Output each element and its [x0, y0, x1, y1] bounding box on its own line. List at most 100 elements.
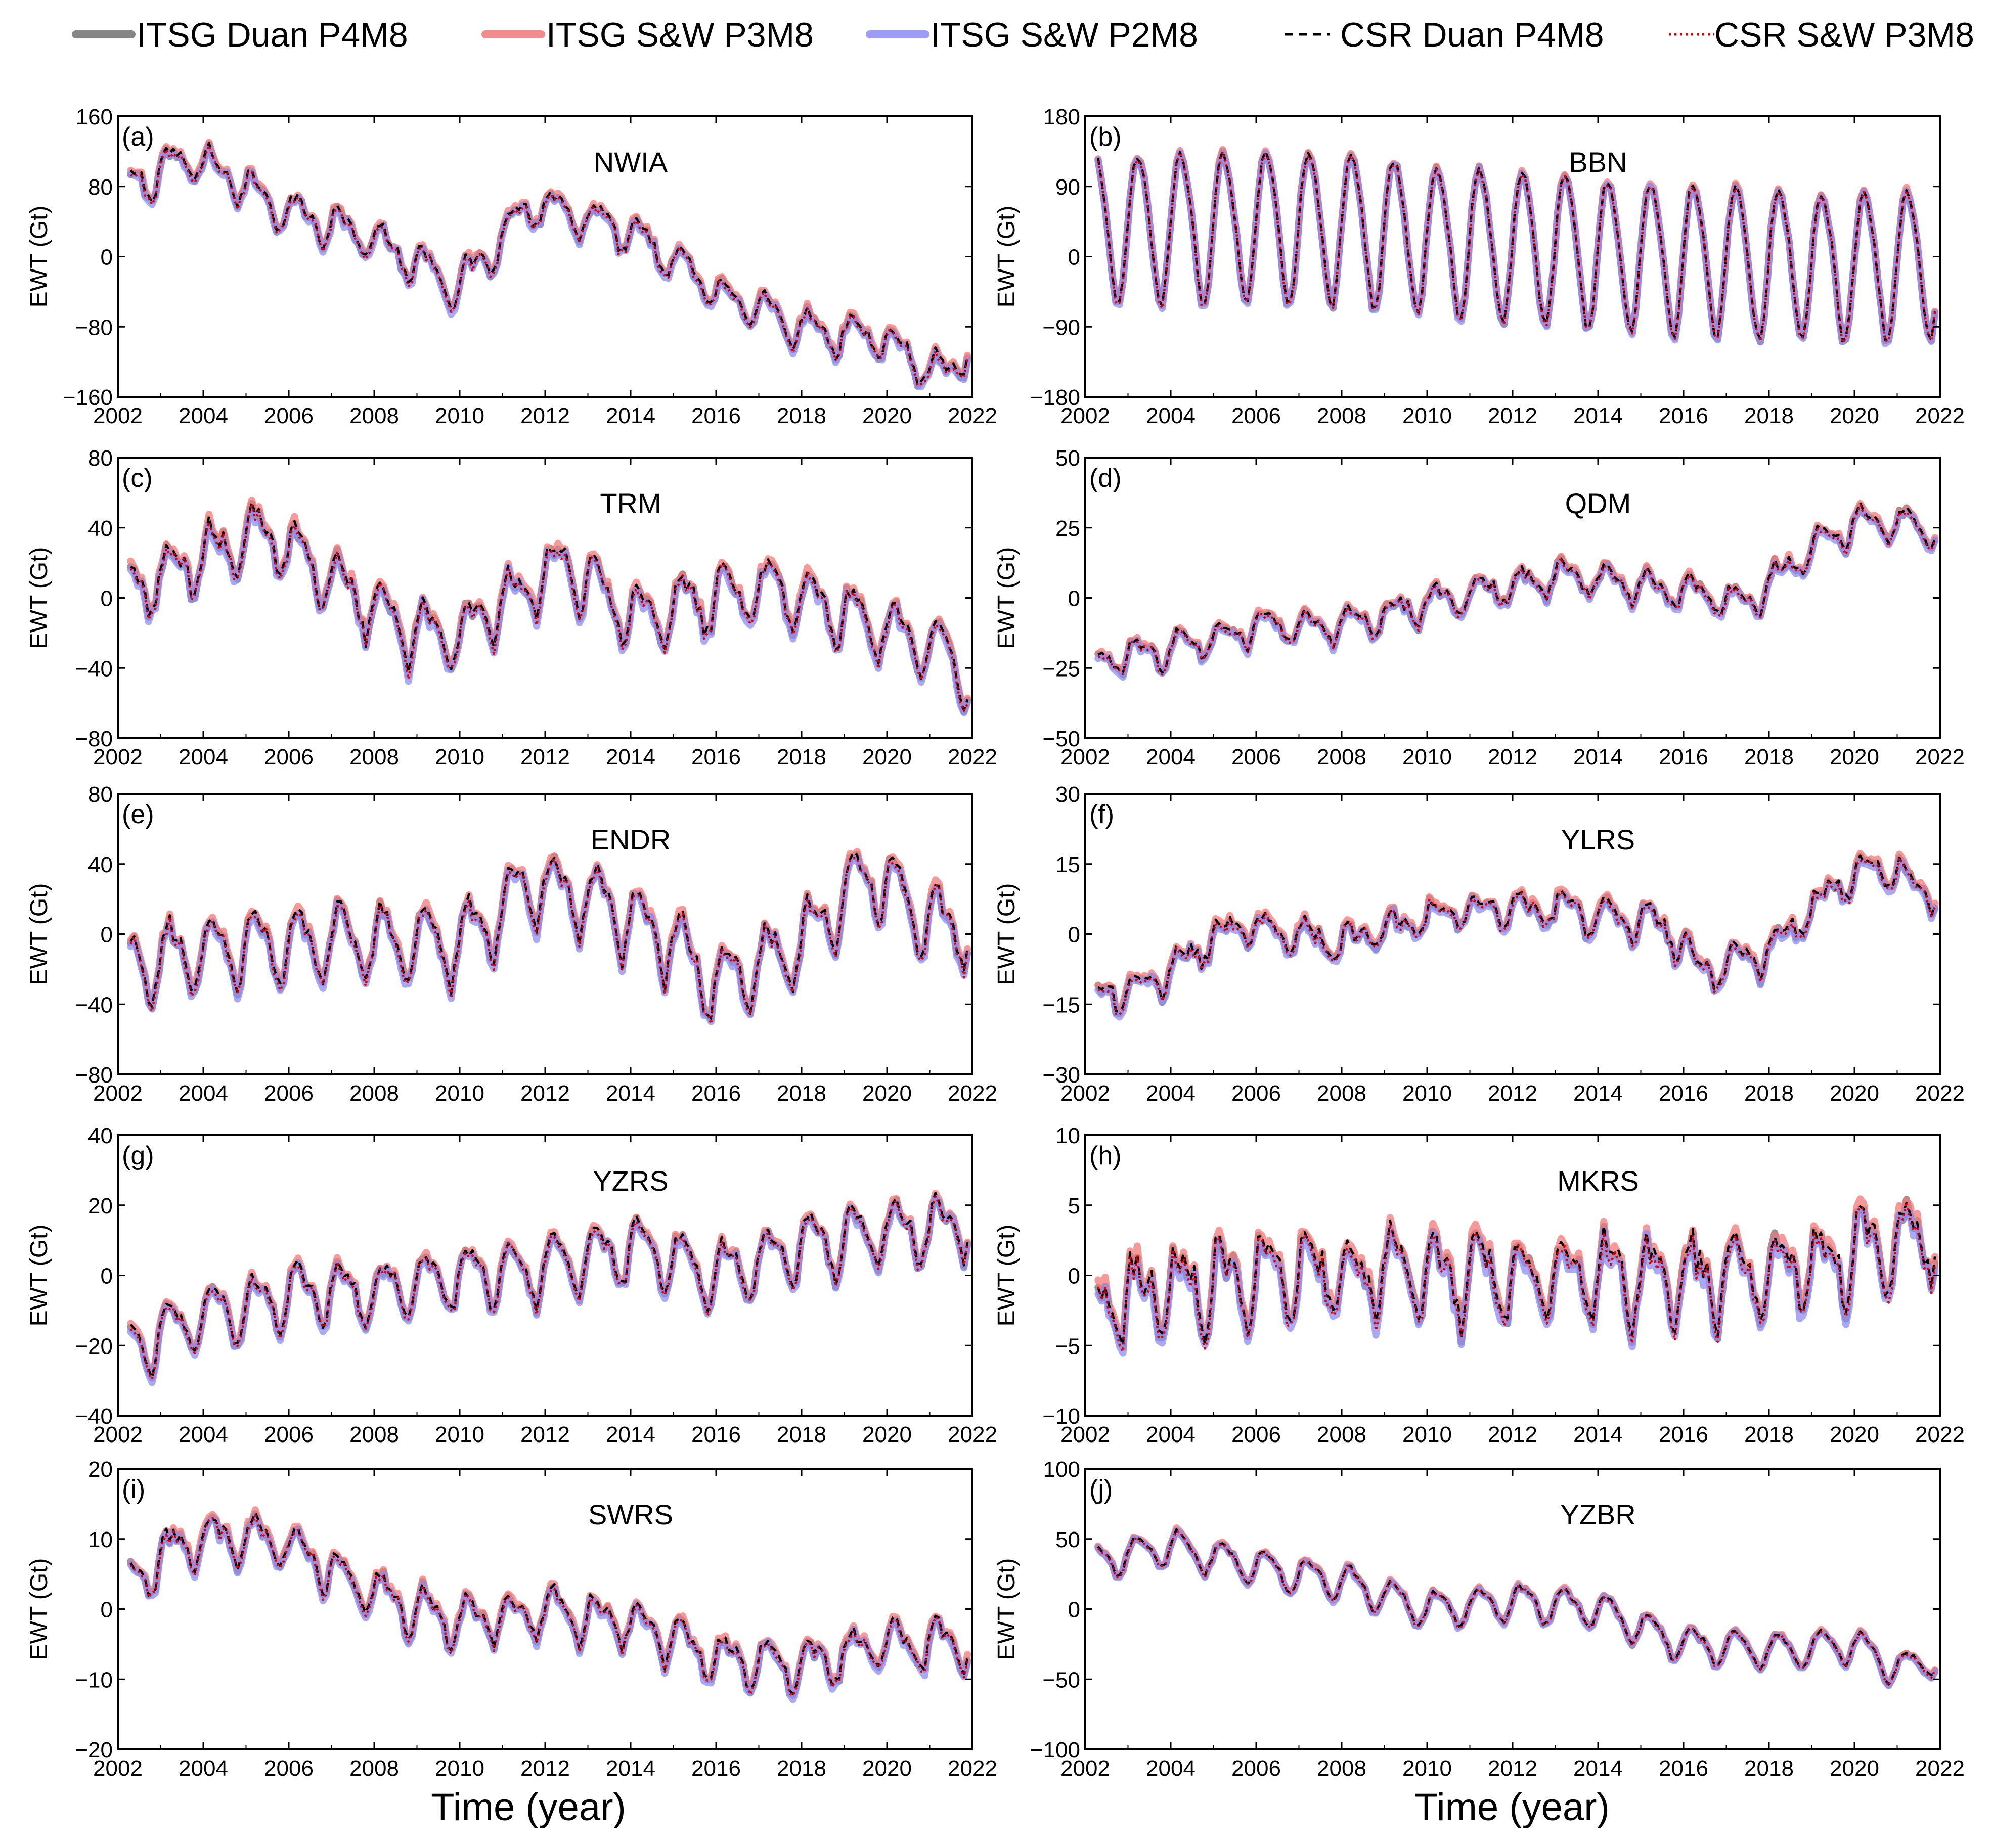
x-tick-label: 2018: [1744, 403, 1794, 428]
y-tick-label: −80: [75, 315, 113, 340]
x-tick-label: 2002: [1060, 1422, 1110, 1447]
y-tick-label: 25: [1055, 516, 1080, 541]
x-tick-label: 2008: [1317, 745, 1366, 770]
series-line-4: [1098, 504, 1936, 676]
y-tick-label: −30: [1042, 1063, 1080, 1088]
series-line-3: [129, 142, 969, 386]
x-tick-label: 2010: [435, 1422, 484, 1447]
y-tick-label: −80: [75, 1063, 113, 1088]
x-tick-label: 2016: [691, 403, 741, 428]
x-tick-label: 2006: [264, 1422, 314, 1447]
series-line-4: [130, 144, 969, 387]
y-tick-label: 0: [101, 1598, 113, 1622]
y-tick-label: −20: [75, 1738, 113, 1763]
y-axis-label: EWT (Gt): [26, 547, 53, 649]
x-tick-label: 2006: [1231, 1422, 1281, 1447]
x-tick-label: 2016: [691, 1081, 741, 1106]
x-tick-label: 2008: [1317, 1756, 1366, 1781]
x-tick-label: 2010: [1402, 1081, 1452, 1106]
x-tick-label: 2006: [1231, 1756, 1281, 1781]
y-tick-label: −180: [1030, 385, 1080, 410]
x-tick-label: 2004: [1146, 403, 1196, 428]
panel-nwia: 2002 2004 2006 2008 2010 2012 2014 2016 2018 2020…: [26, 105, 997, 428]
panel-title: YZRS: [593, 1165, 668, 1197]
x-tick-label: 2006: [1231, 403, 1281, 428]
y-axis-label: EWT (Gt): [993, 206, 1020, 308]
x-tick-label: 2002: [93, 1756, 143, 1781]
x-tick-label: 2008: [349, 1081, 399, 1106]
series-line-3: [1097, 501, 1936, 674]
x-tick-label: 2012: [520, 1756, 570, 1781]
panel-title: TRM: [600, 487, 661, 519]
x-tick-label: 2020: [862, 1081, 912, 1106]
y-tick-label: 15: [1055, 852, 1080, 877]
y-tick-label: −20: [75, 1334, 113, 1359]
x-tick-label: 2020: [862, 403, 912, 428]
x-tick-label: 2014: [1573, 1081, 1623, 1106]
panel-tag: (j): [1089, 1475, 1113, 1504]
panel-tag: (a): [122, 122, 154, 152]
y-tick-label: −40: [75, 993, 113, 1017]
panel-title: NWIA: [594, 146, 668, 178]
series-line-4: [1097, 1529, 1936, 1687]
panel-swrs: 2002 2004 2006 2008 2010 2012 2014 2016 2018 2020…: [26, 1457, 997, 1781]
y-tick-label: 50: [1055, 1527, 1080, 1552]
y-tick-label: −10: [1042, 1404, 1080, 1429]
panel-yzrs: 2002 2004 2006 2008 2010 2012 2014 2016 2018 2020…: [26, 1123, 997, 1447]
y-tick-label: 20: [88, 1457, 113, 1482]
panel-endr: 2002 2004 2006 2008 2010 2012 2014 2016 2018 2020…: [26, 782, 997, 1106]
x-tick-label: 2010: [435, 1756, 484, 1781]
x-tick-label: 2004: [179, 1756, 228, 1781]
y-tick-label: 80: [88, 446, 113, 471]
series-line-2: [1094, 857, 1939, 1021]
x-tick-label: 2004: [1146, 745, 1196, 770]
x-tick-label: 2022: [1915, 1756, 1965, 1781]
y-tick-label: 0: [101, 245, 113, 270]
panel-title: YZBR: [1560, 1499, 1635, 1530]
y-tick-label: 0: [1068, 1598, 1080, 1622]
x-tick-label: 2014: [1573, 403, 1623, 428]
panel-title: MKRS: [1557, 1165, 1639, 1197]
x-tick-label: 2006: [1231, 1081, 1281, 1106]
x-tick-label: 2008: [349, 1422, 399, 1447]
series-line-0: [1094, 852, 1939, 1017]
x-tick-label: 2002: [1060, 403, 1110, 428]
x-tick-label: 2016: [1659, 403, 1708, 428]
x-tick-label: 2008: [1317, 403, 1366, 428]
y-tick-label: −100: [1030, 1738, 1080, 1763]
y-tick-label: 50: [1055, 446, 1080, 471]
panel-title: ENDR: [591, 824, 671, 855]
y-tick-label: 80: [88, 782, 113, 807]
x-tick-label: 2016: [1659, 1422, 1708, 1447]
panel-tag: (g): [122, 1141, 154, 1170]
x-tick-label: 2012: [1488, 1756, 1537, 1781]
x-tick-label: 2022: [1915, 1422, 1965, 1447]
x-tick-label: 2018: [1744, 1422, 1794, 1447]
x-tick-label: 2014: [606, 1081, 655, 1106]
y-tick-label: −5: [1055, 1334, 1080, 1359]
x-tick-label: 2012: [520, 745, 570, 770]
series-line-3: [1097, 1528, 1936, 1686]
x-tick-label: 2020: [862, 745, 912, 770]
y-axis-label: EWT (Gt): [993, 1558, 1020, 1660]
panel-tag: (f): [1089, 800, 1114, 829]
x-tick-label: 2018: [1744, 1081, 1794, 1106]
y-tick-label: −160: [63, 385, 113, 410]
y-tick-label: −25: [1042, 656, 1080, 681]
x-tick-label: 2002: [93, 1081, 143, 1106]
x-tick-label: 2006: [264, 403, 314, 428]
x-tick-label: 2016: [1659, 1081, 1708, 1106]
x-tick-label: 2020: [1830, 1422, 1879, 1447]
x-tick-label: 2012: [1488, 1422, 1537, 1447]
legend-label-3: CSR Duan P4M8: [1340, 16, 1604, 54]
x-axis-title-right: Time (year): [1414, 1786, 1610, 1829]
y-tick-label: 40: [88, 516, 113, 541]
x-tick-label: 2018: [1744, 745, 1794, 770]
x-tick-label: 2018: [777, 1081, 826, 1106]
x-tick-label: 2010: [1402, 1422, 1452, 1447]
plot-frame: [117, 115, 973, 398]
y-tick-label: 40: [88, 852, 113, 877]
y-tick-label: −50: [1042, 1667, 1080, 1692]
x-tick-label: 2004: [179, 1081, 228, 1106]
